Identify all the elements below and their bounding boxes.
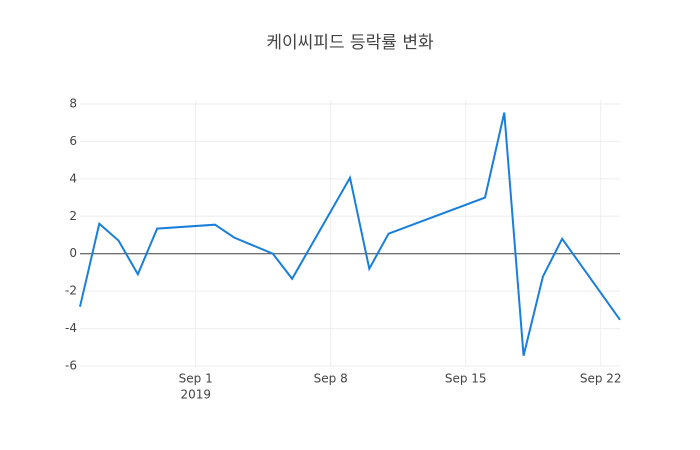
y-tick-label: 0 (69, 246, 77, 260)
x-tick-label: Sep 1 (179, 372, 213, 386)
x-tick-label: Sep 8 (314, 372, 348, 386)
y-tick-label: 8 (69, 97, 77, 111)
y-tick-label: 6 (69, 134, 77, 148)
y-tick-label: 2 (69, 209, 77, 223)
y-tick-label: -6 (65, 359, 77, 373)
x-tick-label: Sep 15 (445, 372, 487, 386)
chart-title: 케이씨피드 등락률 변화 (266, 33, 434, 53)
x-tick-label: 2019 (180, 388, 211, 402)
y-tick-label: -4 (65, 321, 77, 335)
x-tick-label: Sep 22 (580, 372, 622, 386)
line (79, 112, 621, 356)
y-tick-label: 4 (69, 171, 77, 185)
y-tick-label: -2 (65, 284, 77, 298)
